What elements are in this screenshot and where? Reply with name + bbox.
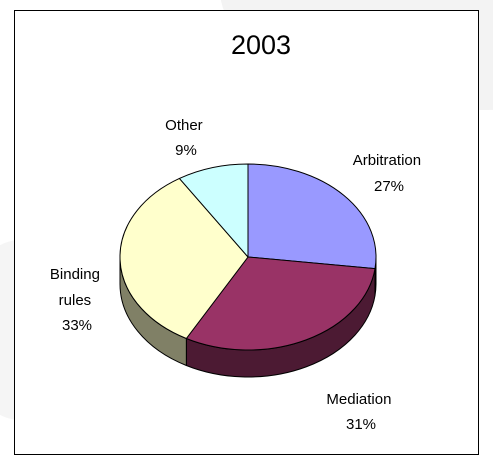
label-binding-rules-percent: 33%: [62, 317, 92, 334]
pie-slice-mediation: [185, 256, 376, 351]
label-other-name: Other: [165, 117, 203, 134]
label-other: Other 9%: [165, 117, 207, 159]
chart-frame: 2003 Arbitration 27% Mediation 31% Bindi…: [14, 10, 479, 455]
label-mediation-percent: 31%: [346, 416, 376, 433]
label-binding-rules-line2: rules: [59, 292, 92, 309]
label-arbitration-name: Arbitration: [353, 152, 421, 169]
label-arbitration-percent: 27%: [374, 178, 404, 195]
pie-slice-binding-rules: [119, 177, 249, 339]
label-arbitration: Arbitration 27%: [353, 152, 426, 195]
label-mediation-name: Mediation: [326, 391, 391, 408]
chart-title: 2003: [231, 30, 291, 60]
pie-chart: 2003 Arbitration 27% Mediation 31% Bindi…: [50, 30, 426, 433]
label-mediation: Mediation 31%: [326, 391, 395, 433]
pie-slice-arbitration: [247, 163, 377, 270]
pie-slice-other: [178, 163, 249, 258]
label-binding-rules: Binding rules 33%: [50, 266, 104, 334]
pie-top-slices: [119, 163, 377, 351]
label-other-percent: 9%: [175, 142, 197, 159]
label-binding-rules-line1: Binding: [50, 266, 100, 283]
